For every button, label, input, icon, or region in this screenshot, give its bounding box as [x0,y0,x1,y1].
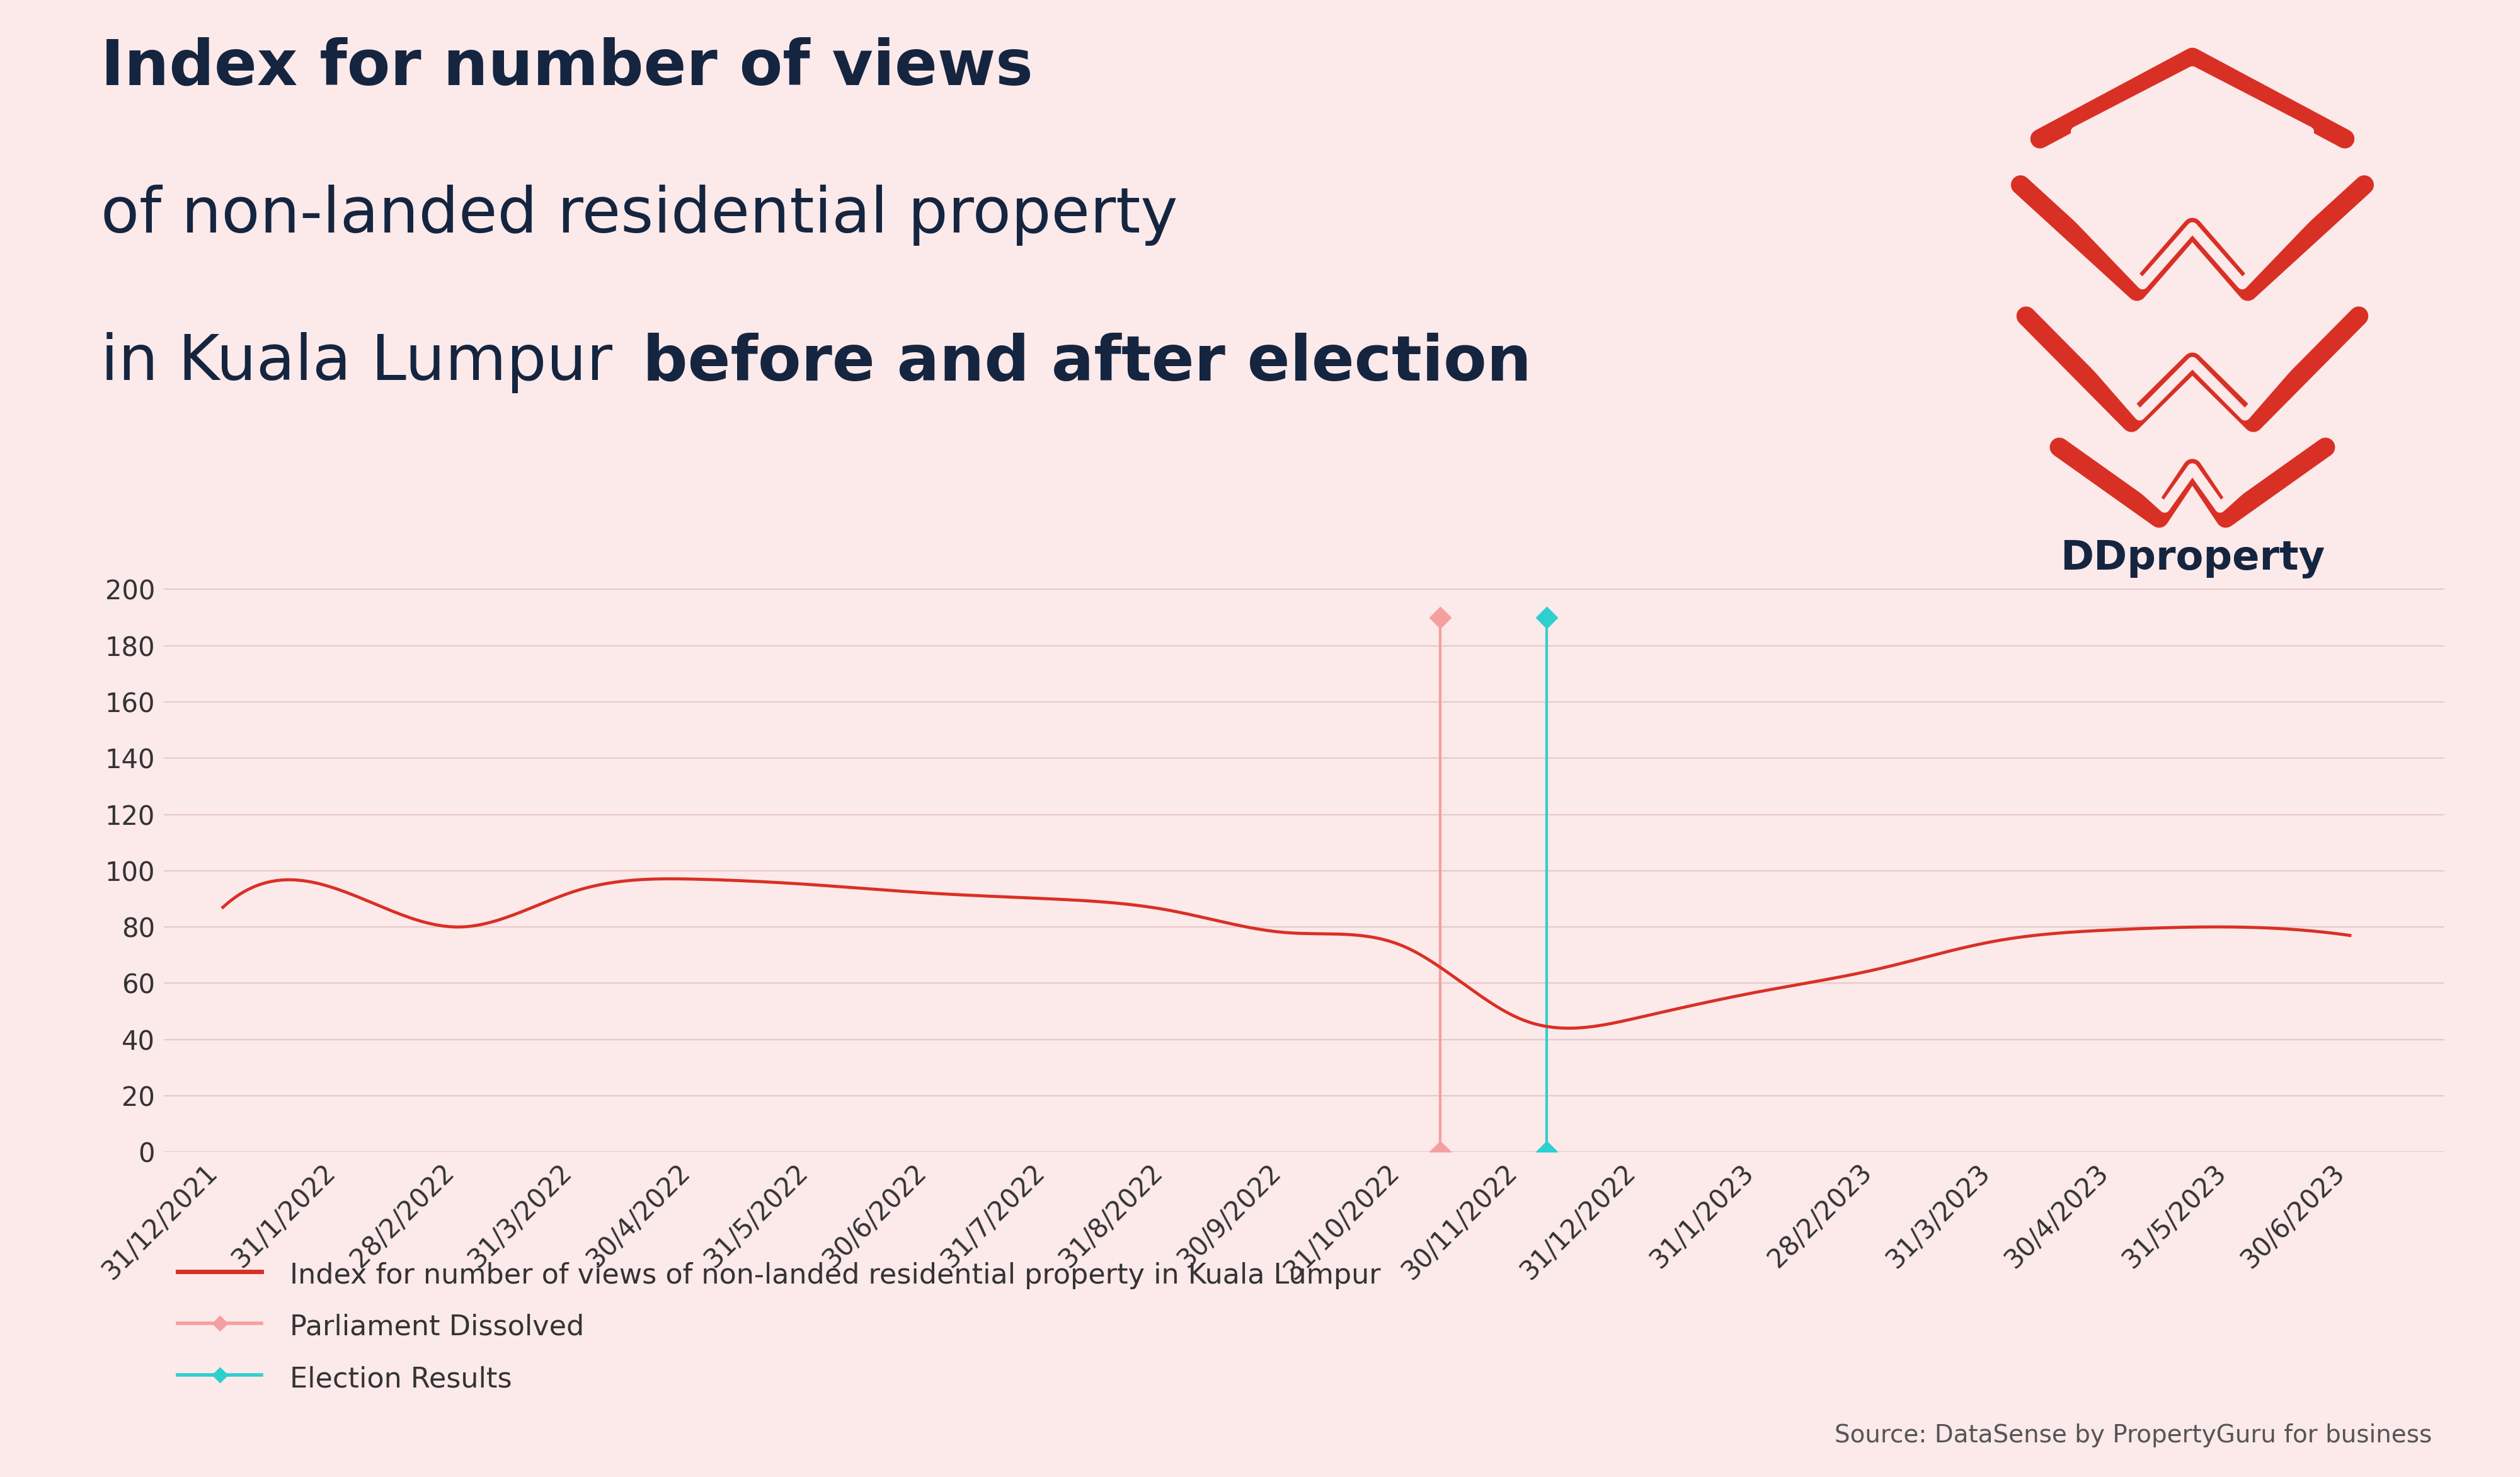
Text: Index for number of views: Index for number of views [101,37,1033,97]
Text: DDproperty: DDproperty [2059,539,2326,579]
Text: of non-landed residential property: of non-landed residential property [101,185,1177,245]
Point [1527,606,1567,629]
Point [1527,1140,1567,1164]
Point [1419,606,1459,629]
Text: Source: DataSense by PropertyGuru for business: Source: DataSense by PropertyGuru for bu… [1835,1424,2432,1447]
Text: before and after election: before and after election [643,332,1532,393]
Point [1419,1140,1459,1164]
Text: in Kuala Lumpur: in Kuala Lumpur [101,332,633,393]
Legend: Index for number of views of non-landed residential property in Kuala Lumpur, Pa: Index for number of views of non-landed … [166,1248,1391,1405]
